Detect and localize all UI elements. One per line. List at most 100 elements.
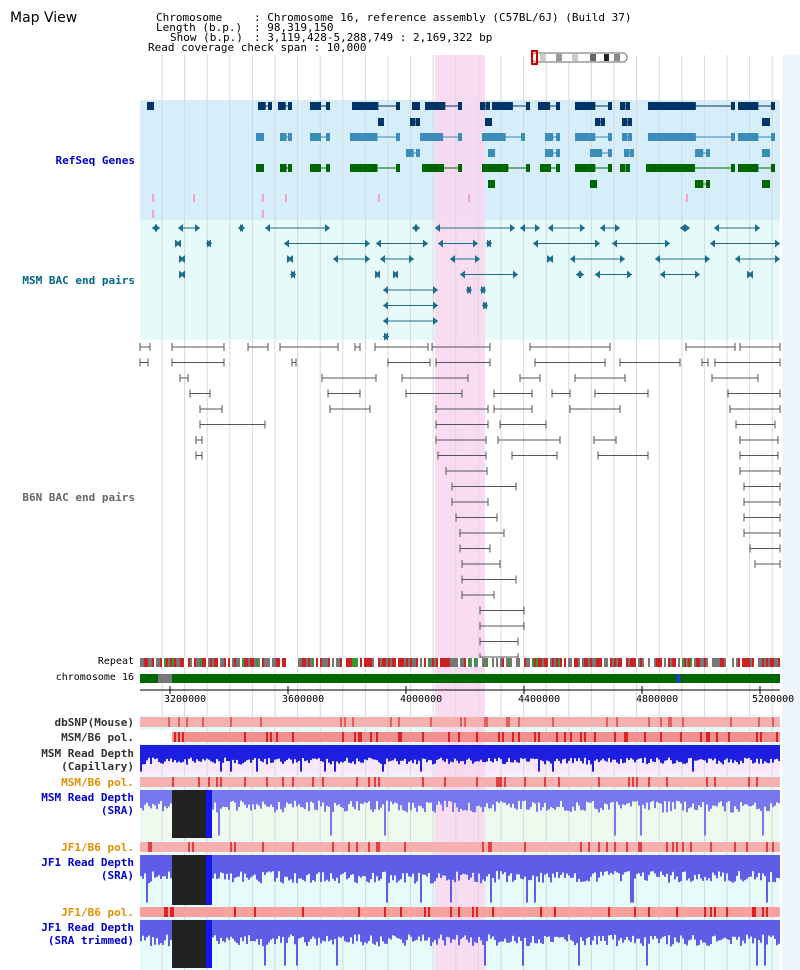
heat-cell (686, 717, 688, 727)
depth-bar (260, 745, 262, 762)
depth-bar (472, 920, 474, 946)
depth-bar (664, 920, 666, 937)
depth-bar (558, 745, 560, 761)
depth-bar (766, 855, 768, 903)
heat-cell (320, 732, 322, 742)
depth-bar (716, 790, 718, 807)
depth-bar (310, 855, 312, 883)
gene-exon (628, 118, 632, 126)
heat-cell (182, 732, 184, 742)
msm-depth-capillary-label[interactable]: MSM Read Depth (Capillary) (41, 747, 134, 773)
bac-end-arrow (747, 270, 752, 279)
depth-bar (480, 920, 482, 941)
depth-bar (770, 920, 772, 937)
heat-cell (768, 907, 770, 917)
depth-bar (546, 920, 548, 938)
depth-bar (430, 855, 432, 884)
depth-bar (744, 745, 746, 758)
heat-cell (504, 717, 506, 727)
heat-cell (554, 732, 556, 742)
msm-b6-pol-label[interactable]: MSM/B6 pol. (61, 731, 134, 744)
heat-cell (652, 842, 654, 852)
heat-cell (552, 732, 554, 742)
heat-cell (190, 717, 192, 727)
depth-bar (700, 790, 702, 808)
b6n-bac-label[interactable]: B6N BAC end pairs (22, 491, 135, 504)
heat-cell (776, 732, 778, 742)
depth-bar (754, 790, 756, 803)
heat-cell (266, 717, 268, 727)
heat-cell (762, 907, 764, 917)
depth-bar (332, 920, 334, 945)
depth-bar (766, 745, 768, 763)
heat-cell (528, 842, 530, 852)
msm-depth-sra-label[interactable]: MSM Read Depth (SRA) (41, 791, 134, 817)
depth-bar (776, 920, 778, 946)
heat-cell (752, 717, 754, 727)
depth-bar (432, 790, 434, 812)
refseq-genes-label[interactable]: RefSeq Genes (55, 154, 135, 167)
repeat-block (662, 658, 664, 667)
repeat-block (342, 658, 344, 667)
heat-cell (180, 717, 182, 727)
heat-cell (604, 777, 606, 787)
heat-cell (750, 842, 752, 852)
jf1-b6-pol-label[interactable]: JF1/B6 pol. (61, 841, 134, 854)
heat-cell (152, 717, 154, 727)
heat-cell (664, 907, 666, 917)
heat-cell (640, 842, 642, 852)
repeat-block (636, 658, 638, 667)
heat-cell (210, 842, 212, 852)
heat-cell (720, 842, 722, 852)
depth-bar (472, 745, 474, 764)
heat-cell (494, 717, 496, 727)
heat-cell (524, 717, 526, 727)
gene-marker (285, 194, 287, 202)
depth-bar (512, 745, 514, 763)
heat-cell (254, 907, 256, 917)
heat-cell (238, 732, 240, 742)
repeat-block (598, 658, 600, 667)
depth-bar (520, 920, 522, 941)
repeat-block (274, 658, 276, 667)
heat-cell (378, 777, 380, 787)
heat-cell (238, 777, 240, 787)
depth-bar (154, 790, 156, 806)
heat-cell (440, 842, 442, 852)
heat-cell (216, 842, 218, 852)
repeat-block (182, 658, 184, 667)
depth-bar (294, 855, 296, 874)
heat-cell (448, 732, 450, 742)
depth-bar (730, 920, 732, 945)
depth-bar (242, 920, 244, 942)
msm-bac-label[interactable]: MSM BAC end pairs (22, 274, 135, 287)
depth-bar (492, 855, 494, 878)
jf1-depth-trimmed-label[interactable]: JF1 Read Depth (SRA trimmed) (41, 921, 134, 947)
jf1-b6-pol-label-2[interactable]: JF1/B6 pol. (61, 906, 134, 919)
depth-bar (562, 920, 564, 938)
depth-bar (442, 855, 444, 876)
depth-bar (412, 855, 414, 874)
dbsnp-label[interactable]: dbSNP(Mouse) (54, 716, 134, 729)
heat-cell (236, 732, 238, 742)
heat-cell (230, 842, 232, 852)
depth-bar (186, 745, 188, 765)
heat-cell (432, 732, 434, 742)
gene-exon (458, 164, 462, 172)
heat-cell (192, 732, 194, 742)
jf1-depth-sra-label[interactable]: JF1 Read Depth (SRA) (41, 856, 134, 882)
heat-cell (266, 732, 268, 742)
heat-cell (446, 777, 448, 787)
depth-bar (230, 745, 232, 772)
depth-bar (648, 790, 650, 810)
depth-bar (362, 790, 364, 805)
repeat-block (392, 658, 394, 667)
depth-bar (598, 745, 600, 763)
heat-cell (172, 717, 174, 727)
repeat-block (594, 658, 596, 667)
gene-exon (458, 102, 462, 110)
heat-cell (192, 907, 194, 917)
depth-bar (254, 745, 256, 759)
msm-b6-pol-label-2[interactable]: MSM/B6 pol. (61, 776, 134, 789)
